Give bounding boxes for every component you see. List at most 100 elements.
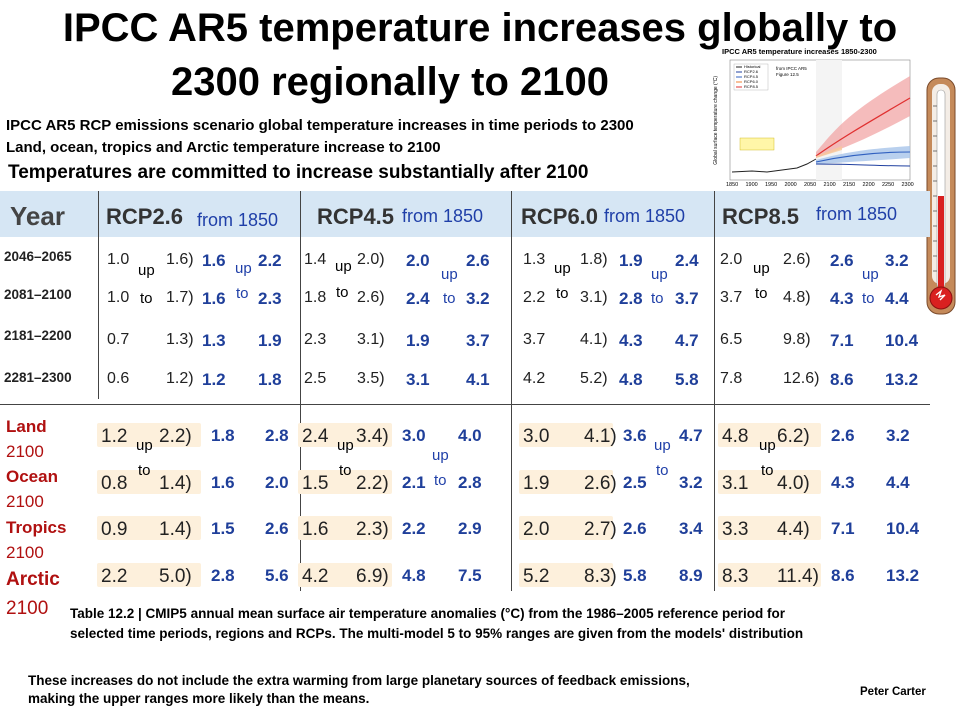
to-label: to bbox=[339, 462, 352, 479]
thermometer-graphic bbox=[924, 76, 958, 316]
value-bold-upper: 10.4 bbox=[886, 519, 920, 538]
inset-xtick: 2250 bbox=[882, 182, 895, 188]
column-divider bbox=[98, 191, 99, 399]
value-bold-lower: 4.3 bbox=[830, 289, 854, 308]
to-label: to bbox=[336, 284, 349, 301]
value-bold-lower: 1.9 bbox=[406, 331, 430, 350]
value-bold-lower: 2.5 bbox=[623, 473, 647, 492]
value-bold-upper: 2.8 bbox=[265, 426, 289, 445]
value-bold-upper: 13.2 bbox=[886, 566, 920, 585]
value-bold-upper: 1.8 bbox=[258, 370, 282, 389]
value-bold-upper: 7.5 bbox=[458, 566, 482, 585]
inset-note-line: Figure 12.5 bbox=[776, 72, 799, 77]
value-bold-upper: 3.2 bbox=[885, 251, 909, 270]
value-upper: 3.5) bbox=[357, 370, 385, 387]
up-label: up bbox=[335, 258, 352, 275]
to-label: to bbox=[434, 472, 447, 489]
cell-highlight bbox=[97, 516, 201, 540]
value-bold-upper: 4.1 bbox=[466, 370, 490, 389]
value-lower: 0.8 bbox=[101, 473, 128, 494]
value-upper: 1.4) bbox=[159, 473, 192, 494]
up-label: up bbox=[862, 266, 879, 283]
value-bold-upper: 3.7 bbox=[466, 331, 490, 350]
cell-highlight bbox=[519, 516, 613, 540]
period-label: 2181–2200 bbox=[4, 328, 72, 343]
column-divider bbox=[511, 191, 512, 591]
to-label: to bbox=[443, 290, 456, 307]
inset-legend-entry: RCP6.0 bbox=[744, 79, 759, 84]
value-lower: 1.0 bbox=[107, 251, 130, 268]
inset-xtick: 2050 bbox=[804, 182, 817, 188]
inset-chart-svg bbox=[729, 59, 911, 181]
value-lower: 3.7 bbox=[720, 289, 743, 306]
value-bold-lower: 1.3 bbox=[202, 331, 226, 350]
value-bold-lower: 3.1 bbox=[406, 370, 430, 389]
value-lower: 2.5 bbox=[304, 370, 327, 387]
value-lower: 4.2 bbox=[302, 566, 329, 587]
inset-ylabel: Global surface temperature change (°C) bbox=[713, 76, 719, 165]
inset-title: IPCC AR5 temperature increases 1850-2300 bbox=[722, 47, 877, 56]
to-label: to bbox=[651, 290, 664, 307]
inset-temperature-figure: IPCC AR5 temperature increases 1850-2300… bbox=[712, 46, 916, 194]
value-bold-lower: 7.1 bbox=[831, 519, 855, 538]
value-upper: 2.0) bbox=[357, 251, 385, 268]
up-label: up bbox=[138, 262, 155, 279]
value-lower: 1.2 bbox=[101, 426, 128, 447]
cell-highlight bbox=[718, 563, 821, 587]
value-bold-lower: 1.5 bbox=[211, 519, 235, 538]
value-bold-lower: 1.2 bbox=[202, 370, 226, 389]
value-bold-upper: 4.4 bbox=[885, 289, 909, 308]
value-upper: 4.1) bbox=[580, 331, 608, 348]
value-upper: 2.2) bbox=[356, 473, 389, 494]
page-title-line-1: IPCC AR5 temperature increases globally … bbox=[62, 6, 898, 50]
value-bold-lower: 4.3 bbox=[831, 473, 855, 492]
committed-statement: Temperatures are committed to increase s… bbox=[8, 162, 589, 183]
value-upper: 11.4) bbox=[777, 566, 819, 587]
value-bold-lower: 2.4 bbox=[406, 289, 430, 308]
cell-highlight bbox=[519, 470, 613, 494]
table-caption-line-2: selected time periods, regions and RCPs.… bbox=[70, 626, 804, 641]
cell-highlight bbox=[718, 516, 821, 540]
value-bold-upper: 3.2 bbox=[886, 426, 910, 445]
value-lower: 2.2 bbox=[523, 289, 546, 306]
value-bold-lower: 3.0 bbox=[402, 426, 426, 445]
cell-highlight bbox=[519, 423, 613, 447]
to-label: to bbox=[755, 285, 768, 302]
footer-note-line-1: These increases do not include the extra… bbox=[28, 673, 690, 688]
inset-legend-entry: RCP4.5 bbox=[744, 74, 759, 79]
value-upper: 4.8) bbox=[783, 289, 811, 306]
value-lower: 5.2 bbox=[523, 566, 550, 587]
value-lower: 1.6 bbox=[302, 519, 329, 540]
header-rcp26: RCP2.6 bbox=[106, 204, 184, 229]
inset-xtick: 2200 bbox=[862, 182, 875, 188]
value-bold-lower: 1.9 bbox=[619, 251, 643, 270]
value-bold-upper: 3.2 bbox=[679, 473, 703, 492]
inset-xtick: 2150 bbox=[843, 182, 856, 188]
value-lower: 1.9 bbox=[523, 473, 550, 494]
value-bold-upper: 2.6 bbox=[265, 519, 289, 538]
to-label: to bbox=[138, 462, 151, 479]
value-upper: 6.2) bbox=[777, 426, 810, 447]
value-bold-upper: 5.6 bbox=[265, 566, 289, 585]
value-upper: 1.3) bbox=[166, 331, 194, 348]
inset-xtick: 1850 bbox=[726, 182, 739, 188]
value-bold-upper: 2.8 bbox=[458, 473, 482, 492]
value-bold-upper: 4.7 bbox=[675, 331, 699, 350]
value-upper: 2.6) bbox=[783, 251, 811, 268]
value-bold-upper: 5.8 bbox=[675, 370, 699, 389]
value-upper: 2.6) bbox=[584, 473, 617, 494]
value-lower: 4.2 bbox=[523, 370, 546, 387]
cell-highlight bbox=[97, 470, 201, 494]
up-label: up bbox=[235, 260, 252, 277]
to-label: to bbox=[140, 290, 153, 307]
value-lower: 4.8 bbox=[722, 426, 749, 447]
region-label: Tropics bbox=[6, 518, 67, 537]
value-bold-upper: 10.4 bbox=[885, 331, 919, 350]
value-bold-upper: 2.3 bbox=[258, 289, 282, 308]
value-bold-lower: 2.8 bbox=[211, 566, 235, 585]
up-label: up bbox=[432, 447, 449, 464]
inset-xtick: 1900 bbox=[745, 182, 758, 188]
footer-note: These increases do not include the extra… bbox=[28, 672, 690, 708]
value-bold-upper: 1.9 bbox=[258, 331, 282, 350]
value-upper: 8.3) bbox=[584, 566, 617, 587]
